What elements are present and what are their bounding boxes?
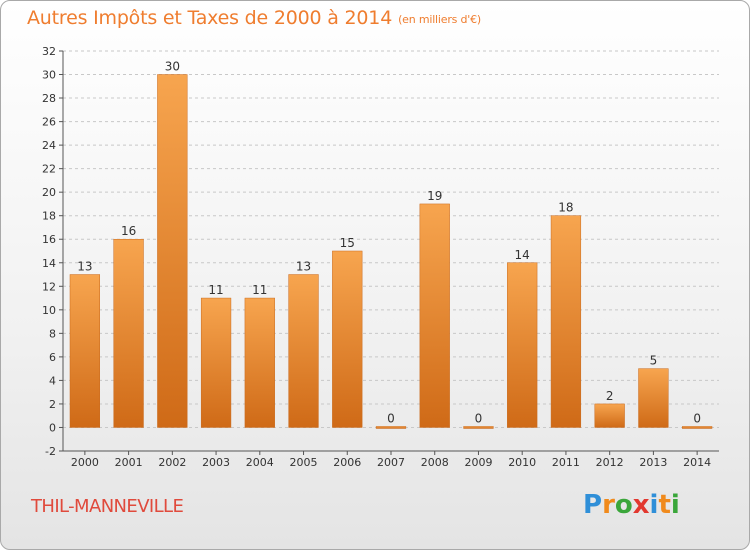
- logo-letter: t: [658, 490, 671, 520]
- value-label-2001: 16: [121, 224, 136, 238]
- value-label-2000: 13: [77, 260, 92, 274]
- x-tick-label-2009: 2009: [464, 456, 492, 469]
- y-tick-label: 18: [42, 210, 56, 223]
- value-label-2011: 18: [558, 201, 573, 215]
- x-tick-label-2012: 2012: [596, 456, 624, 469]
- x-tick-label-2006: 2006: [333, 456, 361, 469]
- chart-unit-label: (en milliers d'€): [398, 13, 481, 26]
- logo-letter: x: [632, 490, 650, 520]
- y-tick-label: 32: [42, 45, 56, 58]
- y-tick-label: 16: [42, 233, 56, 246]
- x-tick-label-2000: 2000: [71, 456, 99, 469]
- value-label-2012: 2: [606, 389, 614, 403]
- value-label-2010: 14: [515, 248, 530, 262]
- bar-2001: [113, 238, 144, 428]
- x-tick-label-2013: 2013: [639, 456, 667, 469]
- x-tick-label-2014: 2014: [683, 456, 711, 469]
- bar-2000: [69, 274, 100, 428]
- commune-name: THIL-MANNEVILLE: [31, 496, 184, 517]
- bar-2005: [288, 274, 319, 428]
- x-tick-label-2010: 2010: [508, 456, 536, 469]
- y-tick-label: 4: [49, 374, 56, 387]
- logo-letter: r: [602, 490, 615, 520]
- bar-2014: [682, 426, 713, 429]
- chart-title: Autres Impôts et Taxes de 2000 à 2014 (en…: [27, 7, 481, 29]
- value-label-2014: 0: [693, 411, 701, 425]
- x-tick-label-2008: 2008: [421, 456, 449, 469]
- bar-2011: [550, 215, 582, 428]
- bar-2010: [507, 262, 538, 428]
- value-label-2006: 15: [340, 236, 355, 250]
- y-tick-label: 26: [42, 116, 56, 129]
- chart-title-text: Autres Impôts et Taxes de 2000 à 2014: [27, 7, 393, 29]
- logo-letter: P: [583, 490, 603, 520]
- y-tick-label: 6: [49, 351, 56, 364]
- value-label-2002: 30: [165, 60, 180, 74]
- y-tick-label: 8: [49, 327, 56, 340]
- logo-letter: o: [614, 490, 633, 520]
- x-tick-label-2001: 2001: [115, 456, 143, 469]
- y-tick-label: 30: [42, 69, 56, 82]
- x-tick-label-2011: 2011: [552, 456, 580, 469]
- y-tick-label: 28: [42, 92, 56, 105]
- y-tick-label: 2: [49, 398, 56, 411]
- y-tick-label: 0: [49, 421, 56, 434]
- value-labels: 13 16 30 11 11 13 15 0 19 0 14 18 2 5 0: [77, 60, 701, 426]
- bar-2002: [157, 74, 188, 428]
- x-tick-label-2007: 2007: [377, 456, 405, 469]
- value-label-2007: 0: [387, 411, 395, 425]
- proxiti-logo[interactable]: Proxiti: [583, 490, 680, 520]
- logo-letter: i: [649, 490, 659, 520]
- bar-2012: [594, 403, 625, 428]
- bar-2006: [332, 250, 363, 428]
- x-tick-label-2005: 2005: [290, 456, 318, 469]
- value-label-2005: 13: [296, 260, 311, 274]
- bar-2008: [419, 203, 450, 428]
- bar-2013: [638, 368, 669, 428]
- value-label-2004: 11: [252, 283, 267, 297]
- y-tick-label: 24: [42, 139, 56, 152]
- y-tick-label: 10: [42, 304, 56, 317]
- y-tick-label: 14: [42, 257, 56, 270]
- value-label-2008: 19: [427, 189, 442, 203]
- y-tick-label: 22: [42, 163, 56, 176]
- value-label-2009: 0: [475, 411, 483, 425]
- y-tick-label: -2: [45, 445, 56, 458]
- bar-2009: [463, 426, 494, 429]
- bar-2003: [200, 297, 232, 428]
- y-tick-label: 20: [42, 186, 56, 199]
- y-tick-label: 12: [42, 280, 56, 293]
- value-label-2003: 11: [208, 283, 223, 297]
- bar-2004: [244, 297, 275, 428]
- logo-letter: i: [670, 490, 680, 520]
- bars: [69, 74, 713, 429]
- bar-2007: [375, 426, 407, 429]
- x-tick-label-2002: 2002: [158, 456, 186, 469]
- value-label-2013: 5: [650, 354, 658, 368]
- x-tick-label-2003: 2003: [202, 456, 230, 469]
- x-tick-label-2004: 2004: [246, 456, 274, 469]
